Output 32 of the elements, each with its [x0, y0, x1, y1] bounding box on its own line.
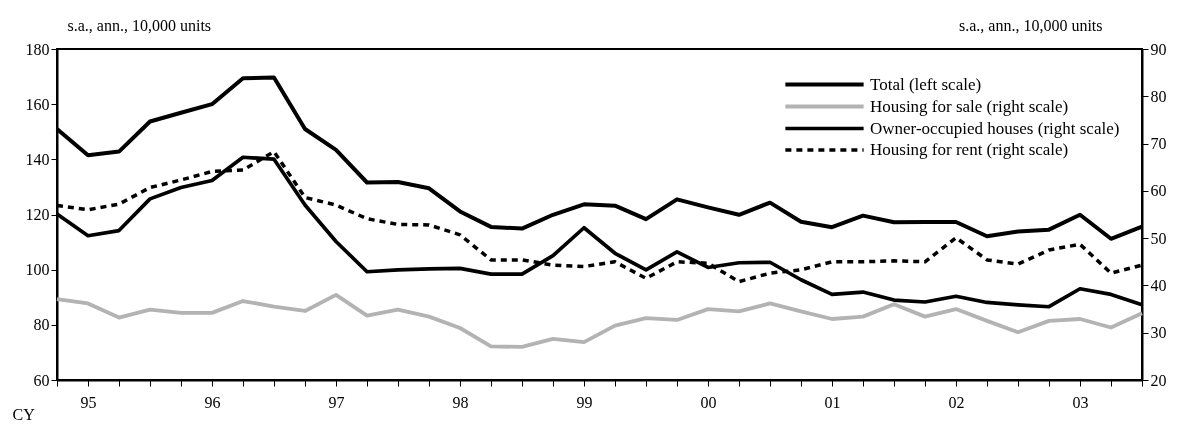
y2-axis-title: s.a., ann., 10,000 units	[958, 16, 1103, 34]
y2-tick-label: 40	[1150, 276, 1167, 294]
y-tick-label: 140	[25, 150, 50, 168]
x-tick-label: 99	[576, 393, 593, 411]
x-tick-label: 00	[700, 393, 717, 411]
x-tick-label: 95	[80, 393, 97, 411]
y-tick-label: 180	[25, 40, 50, 58]
legend-label: Housing for rent (right scale)	[870, 140, 1069, 159]
y2-tick-label: 90	[1150, 40, 1167, 58]
y2-tick-label: 80	[1150, 87, 1167, 105]
x-tick-label: 02	[948, 393, 965, 411]
legend-label: Owner-occupied houses (right scale)	[870, 118, 1120, 138]
legend-label: Housing for sale (right scale)	[870, 96, 1069, 116]
y-axis-title: s.a., ann., 10,000 units	[67, 16, 212, 34]
legend-label: Total (left scale)	[870, 74, 982, 94]
y2-tick-label: 20	[1150, 371, 1167, 389]
y2-tick-label: 50	[1150, 229, 1167, 247]
y-tick-label: 160	[25, 95, 50, 113]
y-tick-label: 80	[33, 316, 50, 334]
y-tick-label: 100	[25, 261, 50, 279]
line-series	[55, 292, 1144, 349]
x-tick-label: 98	[452, 393, 469, 411]
x-tick-label: 97	[328, 393, 345, 411]
y-tick-label: 120	[25, 206, 50, 223]
x-axis-title: CY	[12, 405, 36, 423]
x-tick-label: 96	[204, 393, 221, 411]
x-tick-label: 03	[1072, 393, 1089, 411]
x-tick-label: 01	[824, 393, 841, 411]
y-tick-label: 60	[33, 371, 50, 389]
y2-tick-label: 70	[1150, 135, 1167, 153]
y2-tick-label: 60	[1150, 182, 1167, 200]
y2-tick-label: 30	[1150, 324, 1167, 342]
